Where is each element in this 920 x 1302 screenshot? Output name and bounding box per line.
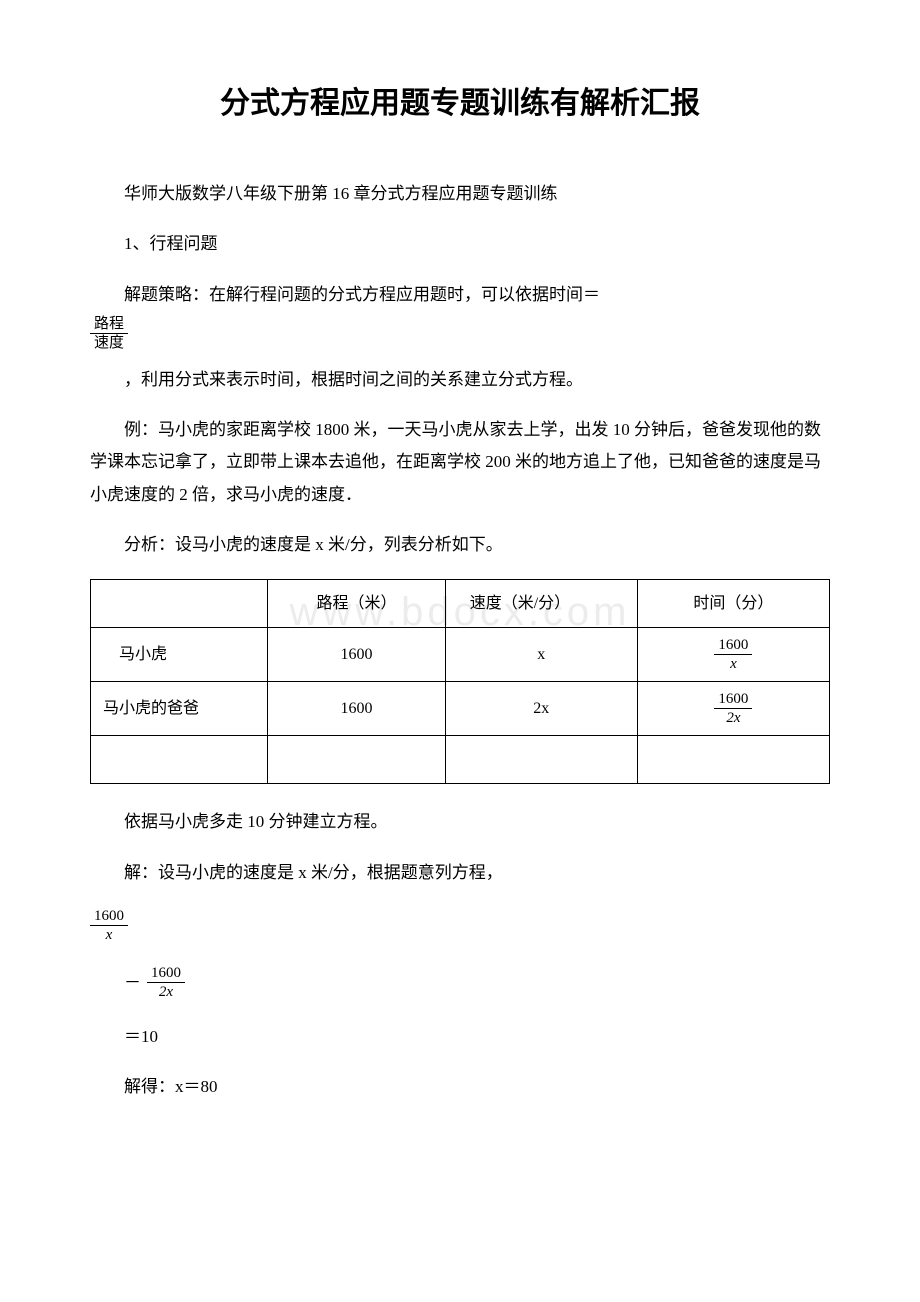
fraction-numerator: 1600 [147, 964, 185, 983]
equation-line-2: － 1600 2x [90, 964, 830, 1001]
analysis-table: 路程（米） 速度（米/分） 时间（分） 马小虎 1600 x 1600 x 马小… [90, 579, 830, 784]
fraction-denominator: x [90, 926, 128, 944]
table-header-row: 路程（米） 速度（米/分） 时间（分） [91, 580, 830, 628]
basis-paragraph: 依据马小虎多走 10 分钟建立方程。 [90, 806, 830, 838]
table-cell-label: 马小虎的爸爸 [91, 682, 268, 736]
equation-line-4: 解得：x＝80 [90, 1071, 830, 1103]
intro-paragraph: 华师大版数学八年级下册第 16 章分式方程应用题专题训练 [90, 178, 830, 210]
table-cell-distance: 1600 [268, 628, 445, 682]
table-cell-distance: 1600 [268, 682, 445, 736]
section-heading-1: 1、行程问题 [90, 228, 830, 260]
table-row-empty [91, 736, 830, 784]
page-title: 分式方程应用题专题训练有解析汇报 [90, 80, 830, 128]
table-cell-speed: 2x [445, 682, 637, 736]
table-row: 马小虎 1600 x 1600 x [91, 628, 830, 682]
table-header-empty [91, 580, 268, 628]
fraction-denominator: 2x [147, 983, 185, 1001]
fraction-denominator: x [714, 655, 752, 673]
table-row: 马小虎的爸爸 1600 2x 1600 2x [91, 682, 830, 736]
example-paragraph: 例：马小虎的家距离学校 1800 米，一天马小虎从家去上学，出发 10 分钟后，… [90, 414, 830, 511]
analysis-paragraph: 分析：设马小虎的速度是 x 米/分，列表分析如下。 [90, 529, 830, 561]
table-cell-time: 1600 2x [637, 682, 829, 736]
fraction-numerator: 1600 [90, 907, 128, 926]
table-header-speed: 速度（米/分） [445, 580, 637, 628]
solution-intro: 解：设马小虎的速度是 x 米/分，根据题意列方程， [90, 857, 830, 889]
table-cell-empty [268, 736, 445, 784]
fraction-denominator: 速度 [90, 334, 128, 352]
table-cell-label: 马小虎 [91, 628, 268, 682]
strategy-fraction: 路程 速度 [90, 315, 830, 352]
fraction-numerator: 路程 [90, 315, 128, 334]
equation-line-3: ＝10 [90, 1021, 830, 1053]
fraction-numerator: 1600 [714, 690, 752, 709]
equation-line-1: 1600 x [90, 907, 830, 944]
table-cell-empty [91, 736, 268, 784]
table-header-time: 时间（分） [637, 580, 829, 628]
table-cell-time: 1600 x [637, 628, 829, 682]
table-cell-empty [445, 736, 637, 784]
strategy-prefix: 解题策略：在解行程问题的分式方程应用题时，可以依据时间＝ [90, 279, 830, 311]
fraction-denominator: 2x [714, 709, 752, 727]
strategy-suffix: ，利用分式来表示时间，根据时间之间的关系建立分式方程。 [90, 364, 830, 396]
minus-sign: － [124, 969, 141, 996]
fraction-numerator: 1600 [714, 636, 752, 655]
table-cell-speed: x [445, 628, 637, 682]
content-wrapper: 分式方程应用题专题训练有解析汇报 华师大版数学八年级下册第 16 章分式方程应用… [90, 80, 830, 1104]
table-cell-empty [637, 736, 829, 784]
table-header-distance: 路程（米） [268, 580, 445, 628]
